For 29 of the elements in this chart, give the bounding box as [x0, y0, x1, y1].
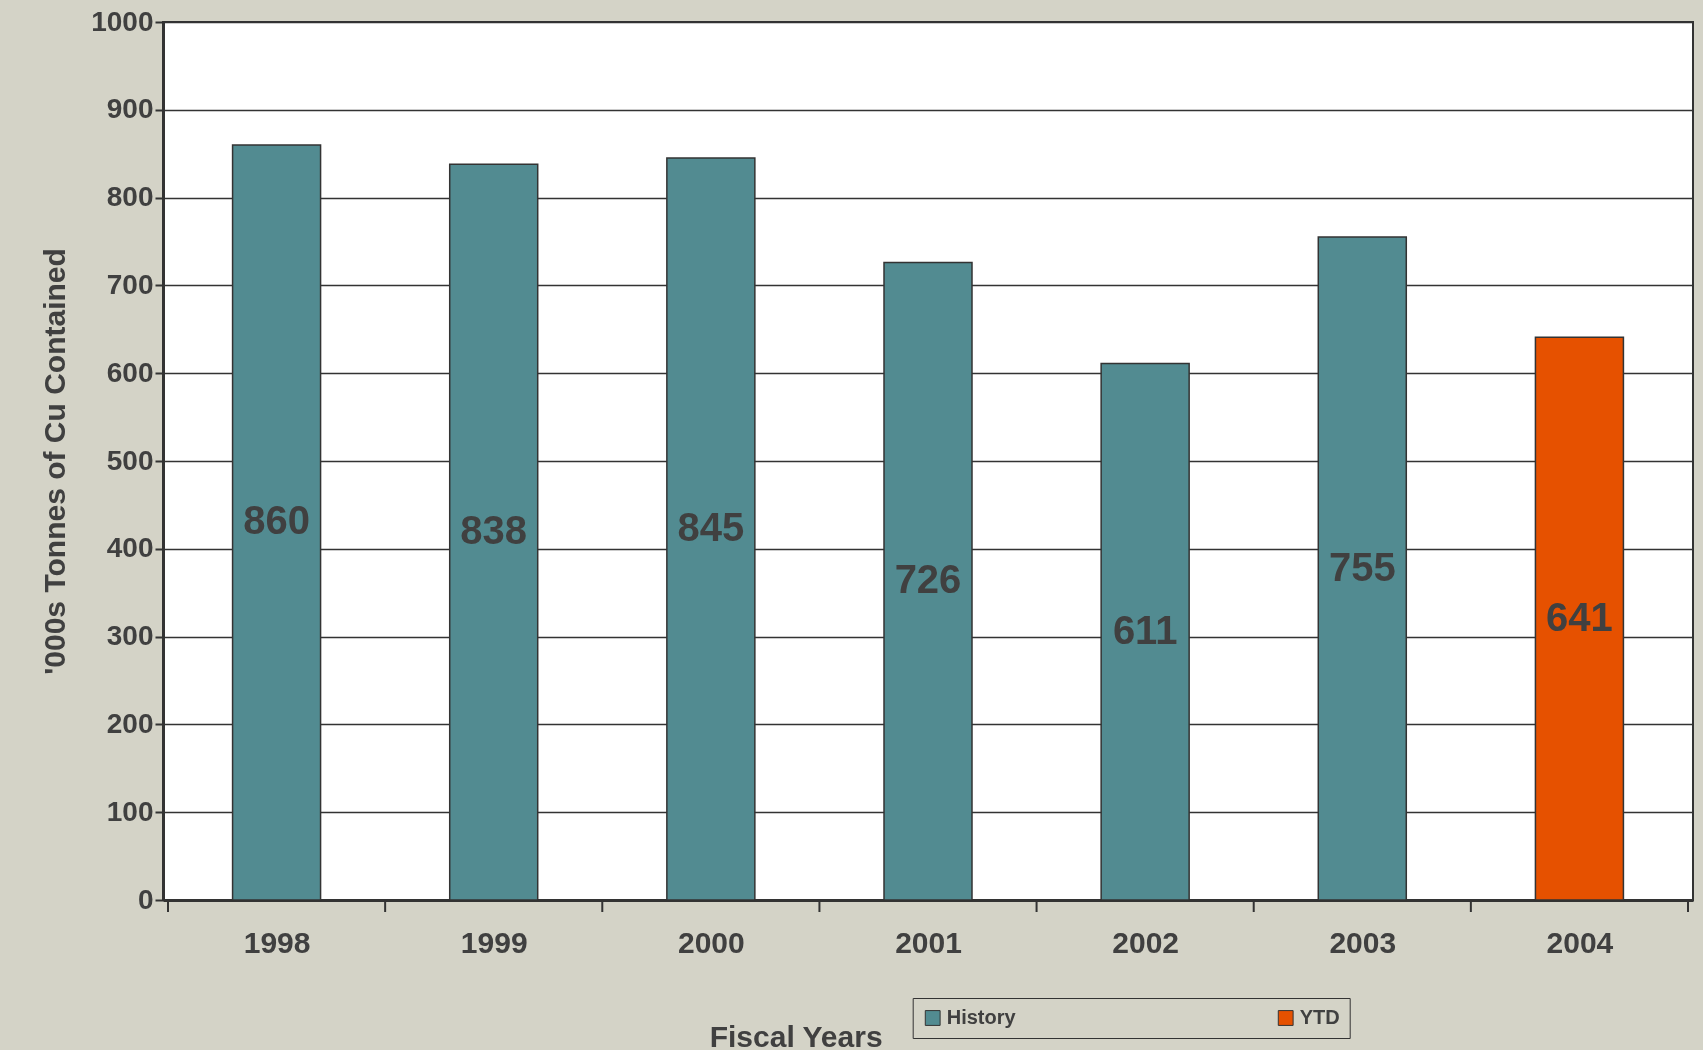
x-tick-label: 1998 [243, 925, 311, 959]
y-tick-label: 800 [106, 181, 154, 213]
data-label: 845 [677, 505, 745, 550]
y-tick-label: 500 [106, 444, 154, 476]
x-tick-label: 2001 [895, 925, 962, 959]
x-tick-label: 2002 [1112, 925, 1180, 959]
x-tick-label: 2000 [677, 925, 745, 959]
data-label: 838 [460, 508, 528, 553]
y-tick-label: 300 [106, 620, 154, 652]
y-tick-label: 400 [106, 532, 154, 564]
data-label: 611 [1112, 607, 1178, 652]
data-label: 726 [894, 557, 962, 602]
x-tick-label: 2003 [1329, 925, 1397, 959]
x-tick-label: 1999 [460, 925, 528, 959]
legend-label: History [946, 1006, 1017, 1028]
x-axis-title: Fiscal Years [709, 1019, 883, 1050]
data-label: 641 [1546, 594, 1613, 639]
y-tick-label: 900 [106, 93, 154, 125]
y-tick-label: 0 [137, 883, 154, 915]
y-tick-label: 600 [106, 356, 154, 388]
y-tick-label: 700 [106, 268, 154, 300]
legend-label: YTD [1299, 1006, 1340, 1028]
y-tick-label: 200 [106, 707, 154, 739]
data-label: 755 [1328, 544, 1396, 589]
y-tick-label: 100 [106, 795, 154, 827]
data-label: 860 [243, 498, 310, 543]
y-axis-title: '000s Tonnes of Cu Contained [38, 248, 72, 675]
y-tick-label: 1000 [91, 5, 154, 37]
x-tick-label: 2004 [1546, 925, 1614, 959]
